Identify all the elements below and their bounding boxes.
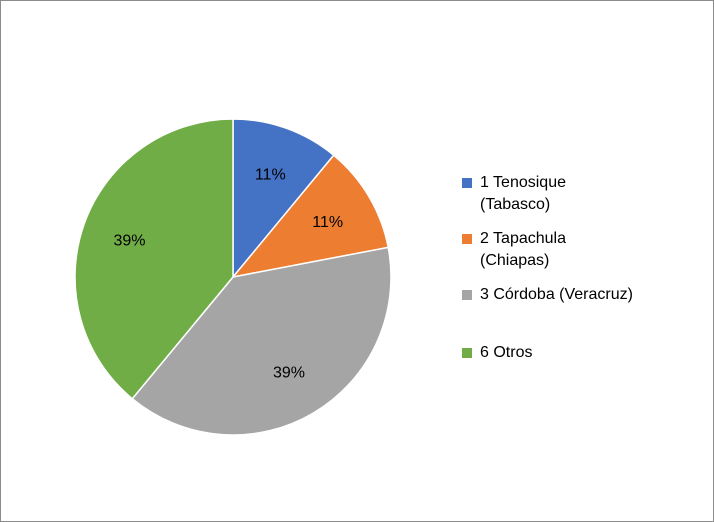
data-label: 11%: [255, 167, 286, 184]
legend-swatch: [462, 178, 472, 188]
slice-cordoba: [131, 246, 392, 436]
legend-label: 2 Tapachula (Chiapas): [480, 230, 566, 269]
legend-item-otros: 6 Otros: [462, 342, 532, 364]
legend-item-tapachula: 2 Tapachula (Chiapas): [462, 228, 566, 272]
data-label: 11%: [312, 214, 343, 231]
legend-label: 3 Córdoba (Veracruz): [480, 286, 633, 303]
legend-item-cordoba: 3 Córdoba (Veracruz): [462, 284, 633, 306]
legend-swatch: [462, 234, 472, 244]
legend-label: 1 Tenosique (Tabasco): [480, 174, 566, 213]
slice-tenosique: [232, 118, 335, 280]
slice-tapachula: [231, 154, 390, 279]
legend-swatch: [462, 348, 472, 358]
legend-swatch: [462, 290, 472, 300]
data-label: 39%: [273, 365, 305, 382]
data-label: 39%: [113, 233, 145, 250]
slice-otros: [74, 118, 234, 400]
legend-item-tenosique: 1 Tenosique (Tabasco): [462, 172, 566, 216]
legend-label: 6 Otros: [480, 344, 533, 361]
